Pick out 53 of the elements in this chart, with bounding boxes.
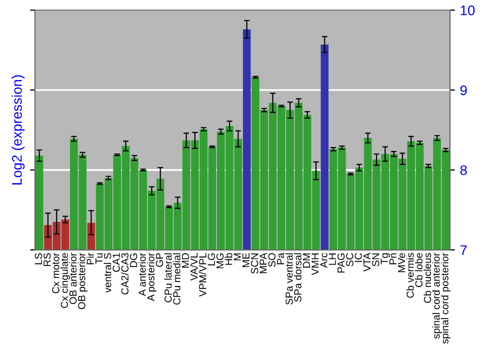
x-tick-label: GP <box>156 253 164 267</box>
x-tick-label: Hb <box>224 253 232 265</box>
y-tick-label: 8 <box>460 165 467 176</box>
x-tick-label: A posterior <box>146 252 156 302</box>
x-tick-label: MPA <box>260 252 267 274</box>
x-tick-label: Cx motor <box>52 252 60 294</box>
x-tick-label: SC <box>346 253 354 266</box>
x-tick-label: DM <box>302 254 310 268</box>
x-tick-label: Tg <box>380 253 390 264</box>
x-tick-label: OB posterior <box>78 252 88 310</box>
x-tick-label: CPu medial <box>172 253 180 305</box>
x-tick-label: A anterior <box>138 252 146 296</box>
x-tick-label: Cb vermis <box>406 253 414 298</box>
x-tick-label: IC <box>354 253 362 262</box>
x-tick-label: Cb lobe <box>415 253 422 288</box>
x-tick-label: SO <box>268 253 276 267</box>
x-tick-label: CA2/CA3 <box>121 253 129 294</box>
y-axis-title: Log2 (expression) <box>12 75 25 184</box>
x-tick-label: LS <box>34 253 42 264</box>
x-tick-label: SPa ventral <box>285 253 293 305</box>
x-tick-label: SPa dorsal <box>294 253 302 302</box>
x-tick-label: Cb nucleus <box>424 253 432 303</box>
x-tick-label: MD <box>182 253 189 268</box>
x-tick-label: Pa <box>277 252 284 264</box>
y-tick-label: 10 <box>460 5 475 16</box>
x-tick-label: RS <box>44 253 51 266</box>
x-tick-label: CA1 <box>112 253 120 272</box>
x-tick-label: ME <box>242 253 250 268</box>
x-tick-label: SCN <box>251 254 258 274</box>
x-tick-label: LH <box>328 254 336 265</box>
x-tick-label: VMH <box>312 254 319 276</box>
x-tick-label: SN <box>372 254 380 266</box>
y-tick-label: 9 <box>460 85 467 96</box>
x-tick-label: Pir <box>86 252 94 264</box>
x-tick-label: VPM/VPL <box>198 253 206 297</box>
x-tick-label: MVe <box>398 253 406 272</box>
x-tick-label: CPu lateral <box>164 253 172 302</box>
x-tick-label: M <box>234 254 241 260</box>
x-tick-label: Pn <box>389 253 396 264</box>
x-tick-label: spinal cord anterior <box>432 252 442 339</box>
x-tick-label: DG <box>130 253 138 268</box>
x-tick-label: ventral S <box>104 253 112 293</box>
x-tick-label: VTA <box>364 252 370 272</box>
x-tick-label: LG <box>208 253 215 266</box>
x-tick-label: Arc <box>320 252 328 268</box>
x-tick-label: spinal cord posterior <box>440 252 450 344</box>
x-tick-label: MG <box>216 253 224 268</box>
x-tick-label: OB anterior <box>69 252 77 304</box>
x-tick-label: PAG <box>337 253 345 273</box>
y-tick-label: 7 <box>460 245 467 255</box>
x-tick-label: Tu <box>95 253 103 264</box>
x-tick-label: VA/VL <box>190 253 198 281</box>
x-tick-label: Cx cingulate <box>60 253 70 308</box>
